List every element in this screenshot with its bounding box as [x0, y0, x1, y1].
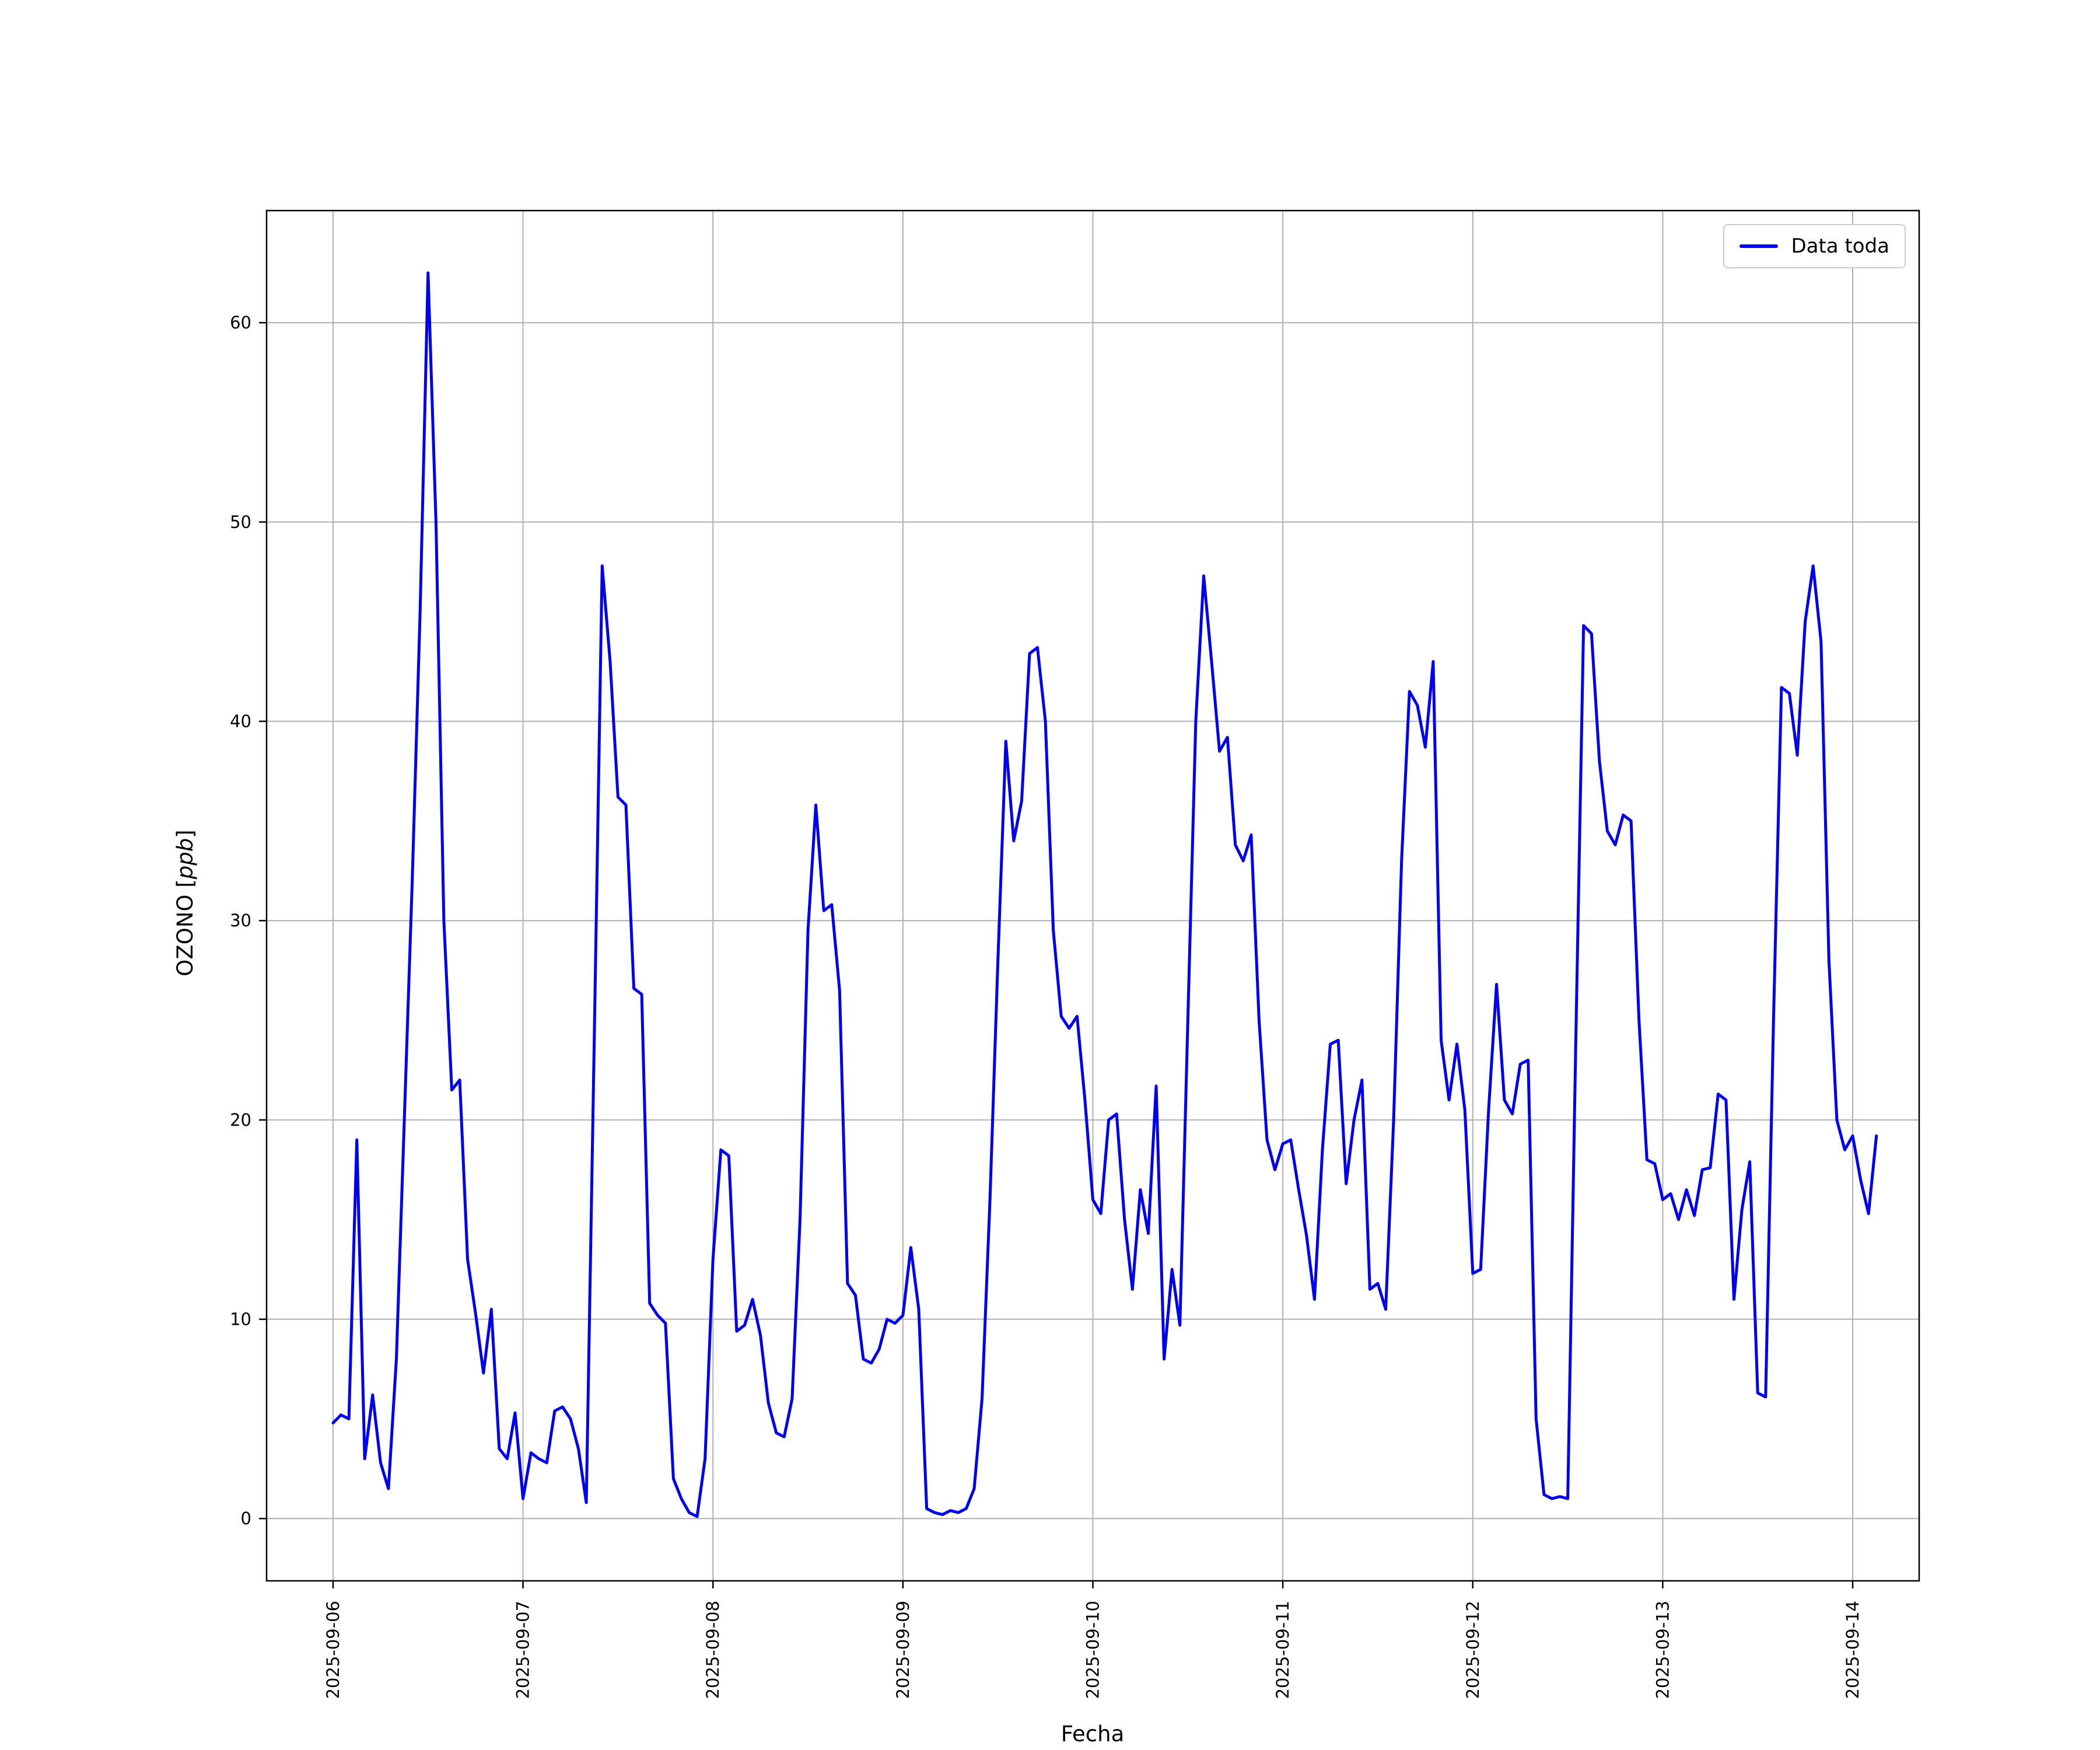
- y-tick-label: 20: [230, 1110, 251, 1130]
- x-tick-label: 2025-09-08: [703, 1601, 723, 1699]
- y-tick-label: 40: [230, 712, 251, 732]
- y-tick-label: 30: [230, 911, 251, 930]
- x-tick-label: 2025-09-12: [1463, 1601, 1483, 1699]
- legend-line-sample: [1740, 244, 1779, 248]
- x-tick-label: 2025-09-10: [1083, 1601, 1103, 1699]
- y-tick-label: 50: [230, 512, 251, 532]
- plot-dynamic-layer: 2025-09-06 2025-09-07 2025-09-08 2025-09-09…: [230, 211, 1919, 1699]
- legend-label: Data toda: [1791, 235, 1889, 258]
- x-tick-label: 2025-09-07: [513, 1601, 533, 1699]
- axes-border: [265, 209, 1920, 1582]
- y-tick-label: 0: [241, 1508, 251, 1528]
- legend: Data toda: [1723, 224, 1906, 268]
- y-axis-label: OZONO [ppb]: [173, 830, 198, 977]
- y-tick-label: 10: [230, 1310, 251, 1329]
- data-line: [331, 271, 1878, 1518]
- x-tick-label: 2025-09-06: [323, 1601, 343, 1699]
- x-axis-label: Fecha: [1061, 1721, 1125, 1746]
- x-tick-label: 2025-09-14: [1843, 1601, 1863, 1699]
- y-tick-label: 60: [230, 313, 251, 332]
- x-tick-label: 2025-09-09: [893, 1601, 913, 1699]
- x-tick-label: 2025-09-13: [1653, 1601, 1672, 1699]
- x-tick-label: 2025-09-11: [1273, 1601, 1293, 1699]
